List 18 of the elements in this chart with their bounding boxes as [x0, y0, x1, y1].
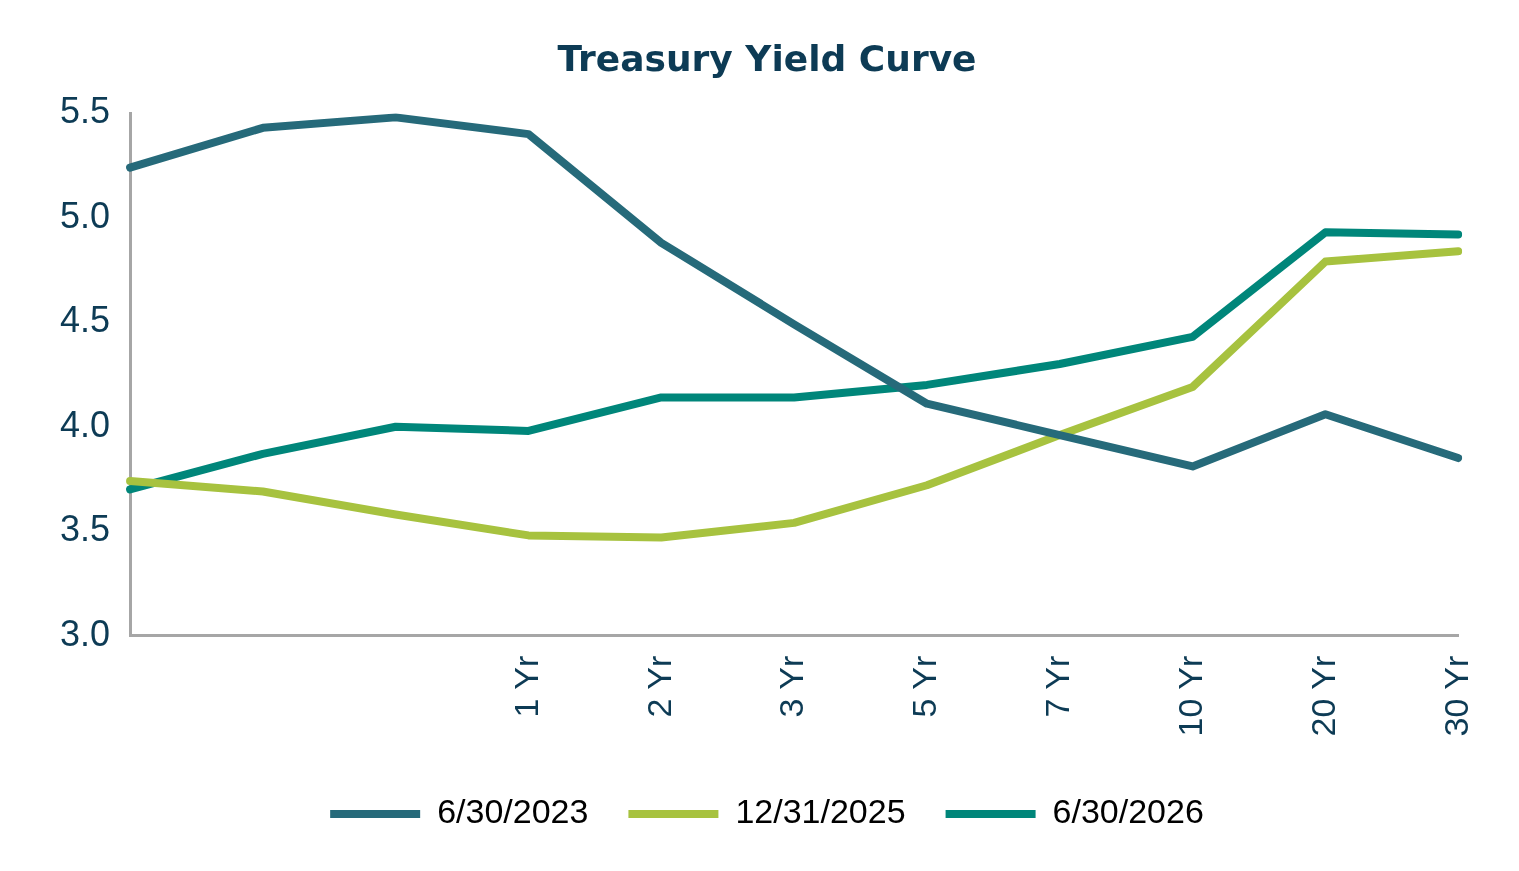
x-tick-label: 10 Yr [1170, 655, 1209, 737]
x-tick-label: 1 Yr [506, 655, 545, 718]
x-tick-label: 7 Yr [1038, 655, 1077, 718]
x-tick-label: 5 Yr [905, 655, 944, 718]
y-tick-label: 4.5 [60, 299, 111, 341]
x-tick-label: 2 Yr [639, 655, 678, 718]
x-tick-label: 3 Yr [772, 655, 811, 718]
y-tick-label: 5.5 [60, 90, 111, 132]
legend-label: 6/30/2026 [1052, 792, 1204, 831]
x-tick-label: 30 Yr [1436, 655, 1475, 737]
legend-label: 6/30/2023 [437, 792, 589, 831]
y-tick-label: 5.0 [60, 194, 111, 236]
chart-title: Treasury Yield Curve [557, 37, 977, 79]
y-tick-label: 3.0 [60, 612, 111, 654]
x-tick-label: 20 Yr [1303, 655, 1342, 737]
y-tick-label: 4.0 [60, 403, 111, 445]
y-tick-label: 3.5 [60, 508, 111, 550]
legend-label: 12/31/2025 [735, 792, 906, 831]
